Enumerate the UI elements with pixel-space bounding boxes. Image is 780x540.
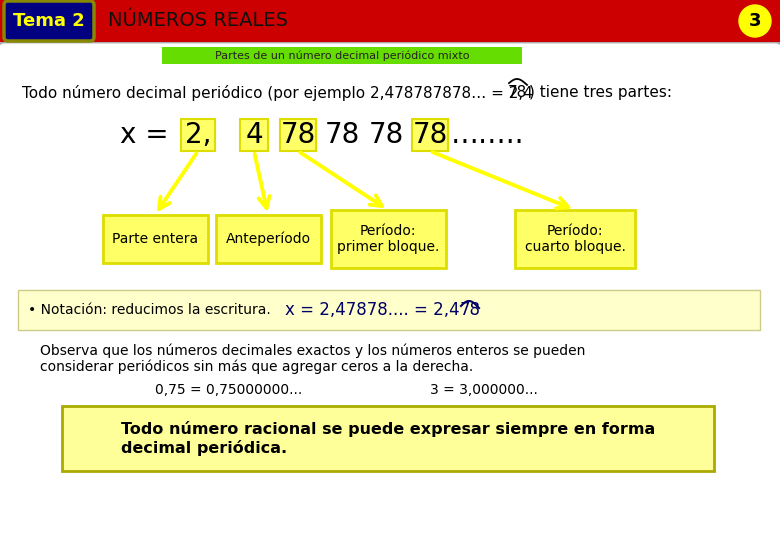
Text: x =: x =: [120, 121, 178, 149]
Text: Partes de un número decimal periódico mixto: Partes de un número decimal periódico mi…: [215, 50, 470, 60]
FancyBboxPatch shape: [412, 119, 448, 151]
FancyBboxPatch shape: [62, 406, 714, 471]
FancyBboxPatch shape: [0, 0, 780, 42]
Circle shape: [739, 5, 771, 37]
Text: Todo número racional se puede expresar siempre en forma
decimal periódica.: Todo número racional se puede expresar s…: [121, 421, 655, 456]
Text: x = 2,47878.... = 2,4: x = 2,47878.... = 2,4: [285, 301, 459, 319]
Text: 4: 4: [245, 121, 263, 149]
FancyBboxPatch shape: [331, 210, 445, 268]
FancyBboxPatch shape: [0, 42, 780, 540]
Text: Observa que los números decimales exactos y los números enteros se pueden
consid: Observa que los números decimales exacto…: [40, 343, 585, 374]
FancyBboxPatch shape: [280, 119, 316, 151]
Text: 78: 78: [413, 121, 448, 149]
Text: ) tiene tres partes:: ) tiene tres partes:: [529, 85, 672, 100]
Text: 78: 78: [460, 301, 481, 319]
FancyBboxPatch shape: [240, 119, 268, 151]
Text: 78: 78: [280, 121, 316, 149]
Text: Todo número decimal periódico (por ejemplo 2,478787878… = 2,4: Todo número decimal periódico (por ejemp…: [22, 85, 533, 101]
Text: 78: 78: [368, 121, 403, 149]
Text: NÚMEROS REALES: NÚMEROS REALES: [108, 11, 288, 30]
Text: 78: 78: [324, 121, 360, 149]
FancyBboxPatch shape: [215, 215, 321, 263]
FancyBboxPatch shape: [515, 210, 635, 268]
Text: Anteperíodo: Anteperíodo: [225, 232, 310, 246]
Text: 3: 3: [749, 12, 761, 30]
Text: ……..: ……..: [452, 121, 525, 149]
Text: 2,: 2,: [185, 121, 211, 149]
Text: 78: 78: [508, 85, 527, 100]
Text: Tema 2: Tema 2: [13, 12, 85, 30]
FancyBboxPatch shape: [102, 215, 207, 263]
Text: Período:
cuarto bloque.: Período: cuarto bloque.: [525, 224, 626, 254]
FancyBboxPatch shape: [4, 1, 94, 41]
Text: • Notación: reducimos la escritura.: • Notación: reducimos la escritura.: [28, 303, 271, 317]
FancyBboxPatch shape: [162, 47, 522, 64]
FancyBboxPatch shape: [18, 290, 760, 330]
Text: Período:
primer bloque.: Período: primer bloque.: [337, 224, 439, 254]
Text: 3 = 3,000000...: 3 = 3,000000...: [430, 383, 538, 397]
FancyBboxPatch shape: [181, 119, 215, 151]
Text: Parte entera: Parte entera: [112, 232, 198, 246]
Text: 0,75 = 0,75000000...: 0,75 = 0,75000000...: [155, 383, 303, 397]
